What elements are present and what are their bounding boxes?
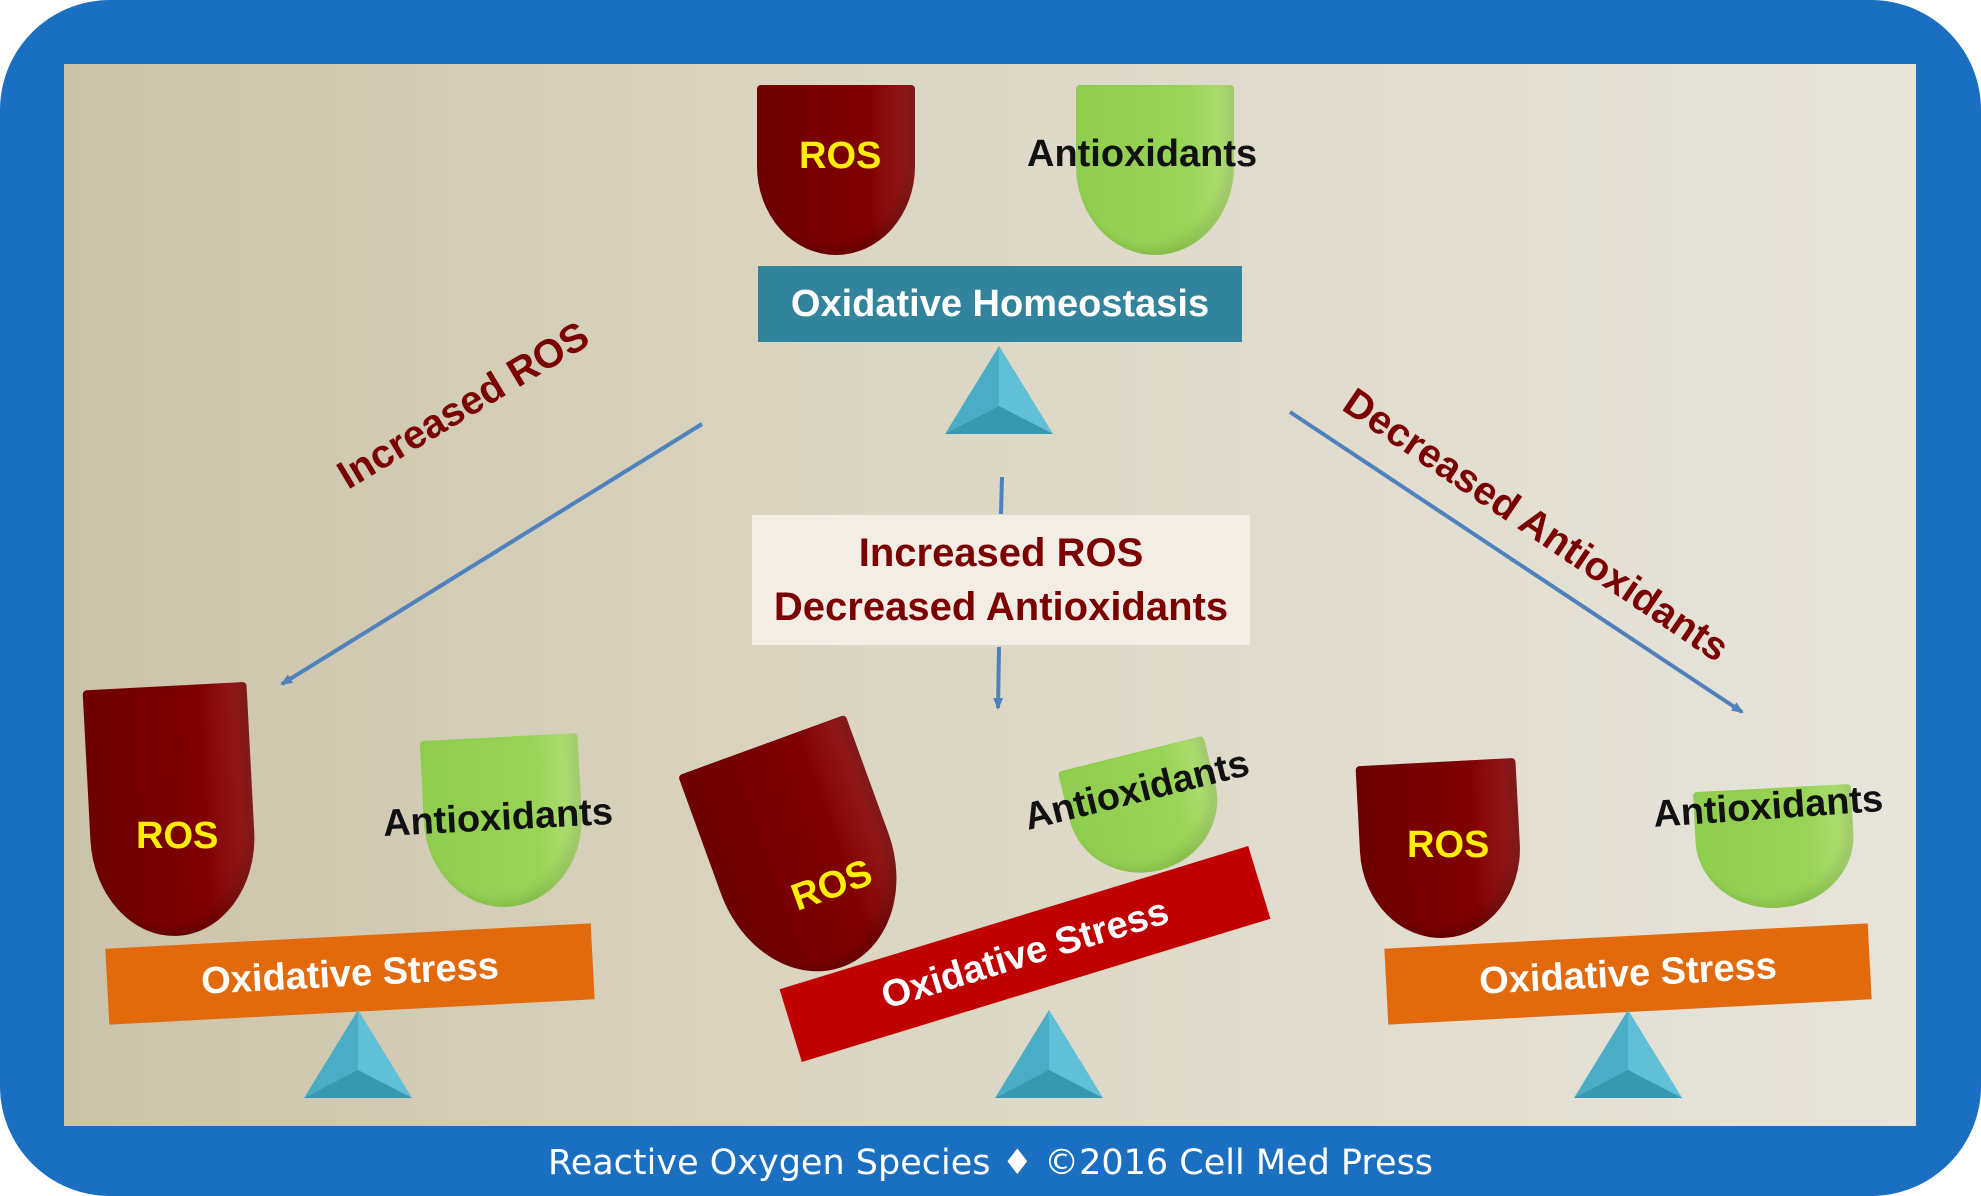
ros-label: ROS <box>1407 824 1490 866</box>
footer-credit: Reactive Oxygen Species ♦ ©2016 Cell Med… <box>547 1143 1434 1183</box>
left-fulcrum <box>304 1010 412 1098</box>
center-arrow-label-box: Increased ROS Decreased Antioxidants <box>752 515 1250 645</box>
ros-label: ROS <box>799 135 882 177</box>
right-fulcrum <box>1574 1010 1682 1098</box>
top-fulcrum <box>945 346 1053 434</box>
antioxidants-label: Antioxidants <box>1027 133 1258 175</box>
center-fulcrum <box>995 1010 1103 1098</box>
ros-cup <box>757 85 915 255</box>
arrow-center-bottom <box>993 646 1004 710</box>
arrow-increased-ros <box>280 422 704 686</box>
center-label-line-2: Decreased Antioxidants <box>773 585 1229 629</box>
ros-label: ROS <box>136 815 219 857</box>
antioxidants-cup <box>1076 85 1234 255</box>
center-label-line-1: Increased ROS <box>858 531 1144 575</box>
homeostasis-beam: Oxidative Homeostasis <box>758 266 1242 342</box>
arrow-decreased-antioxidants <box>1288 410 1744 714</box>
arrow-center-top <box>999 476 1004 515</box>
